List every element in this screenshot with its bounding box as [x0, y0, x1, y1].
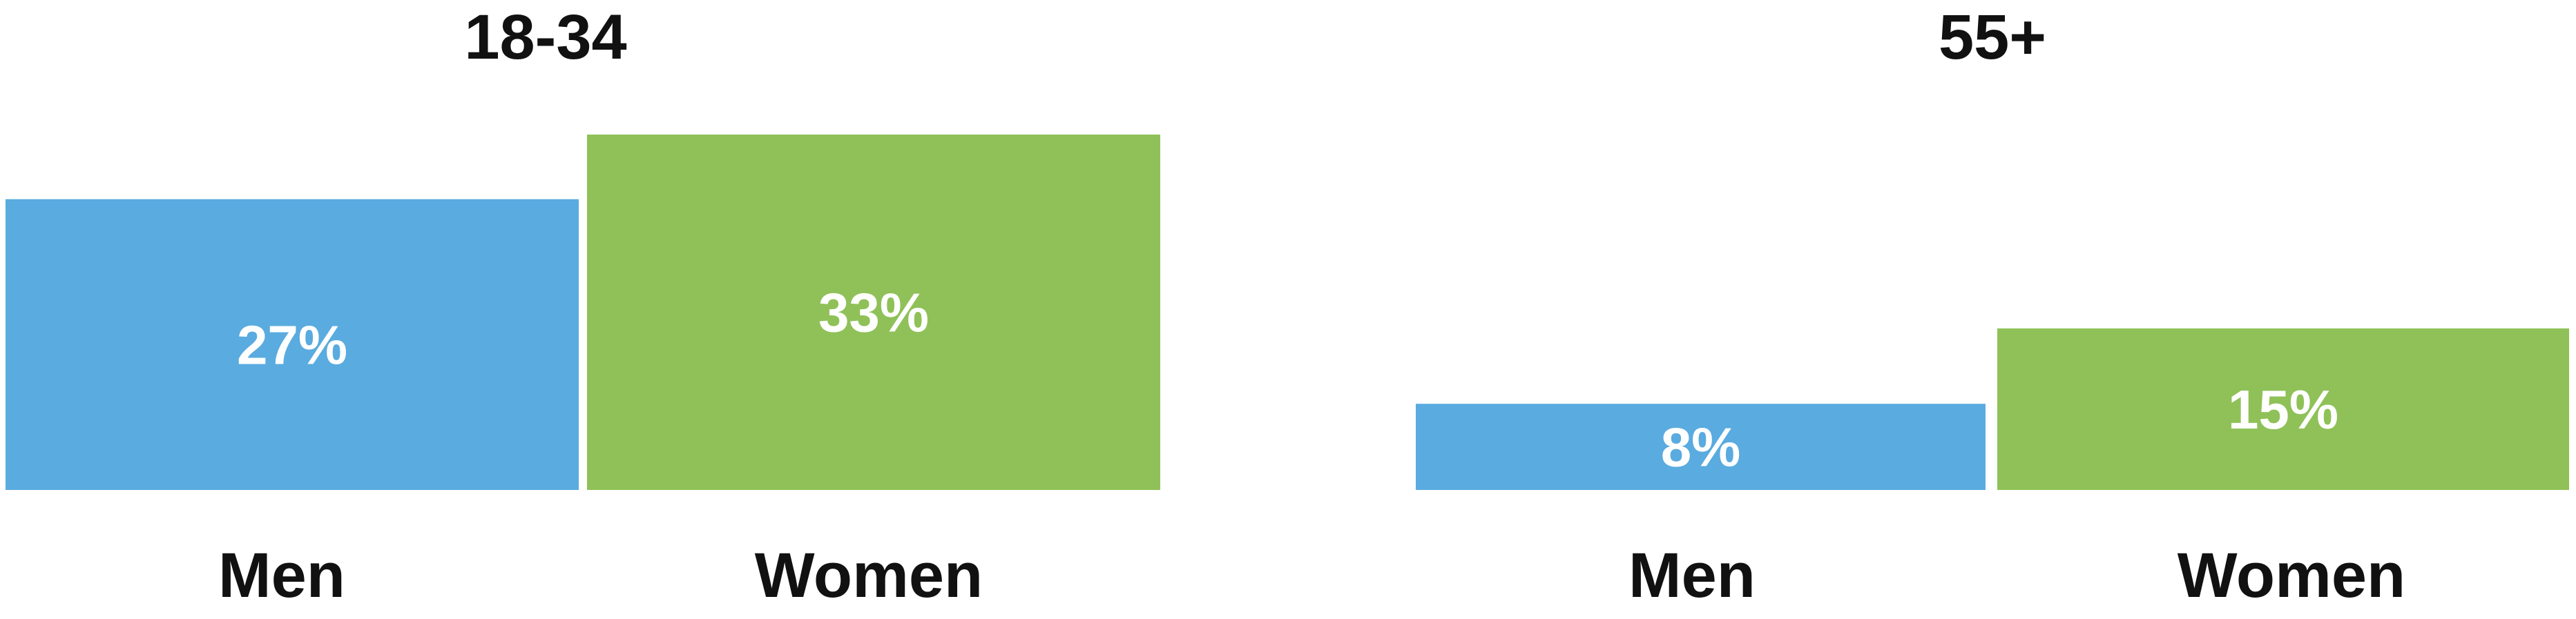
panel-55-plus: 55+ 8% 15% Men Women [1416, 2, 2569, 611]
bar-women [587, 135, 1160, 490]
bar-men [6, 199, 579, 490]
category-labels: Men Women [218, 540, 983, 611]
bar-value-label: 33% [818, 282, 929, 344]
bar-value-label: 27% [237, 314, 347, 375]
category-label-men: Men [218, 540, 345, 611]
panel-title: 18-34 [464, 2, 626, 72]
category-label-men: Men [1628, 540, 1756, 611]
panel-18-34: 18-34 27% 33% Men Women [6, 2, 1160, 611]
category-labels: Men Women [1628, 540, 2405, 611]
bar-women [1997, 328, 2569, 490]
bar-men [1416, 404, 1986, 490]
bars: 8% 15% [1416, 328, 2569, 490]
panel-title: 55+ [1939, 2, 2046, 72]
bar-value-label: 8% [1661, 417, 1741, 478]
bars: 27% 33% [6, 135, 1160, 490]
bar-value-label: 15% [2228, 379, 2338, 440]
category-label-women: Women [2178, 540, 2406, 611]
category-label-women: Women [755, 540, 983, 611]
